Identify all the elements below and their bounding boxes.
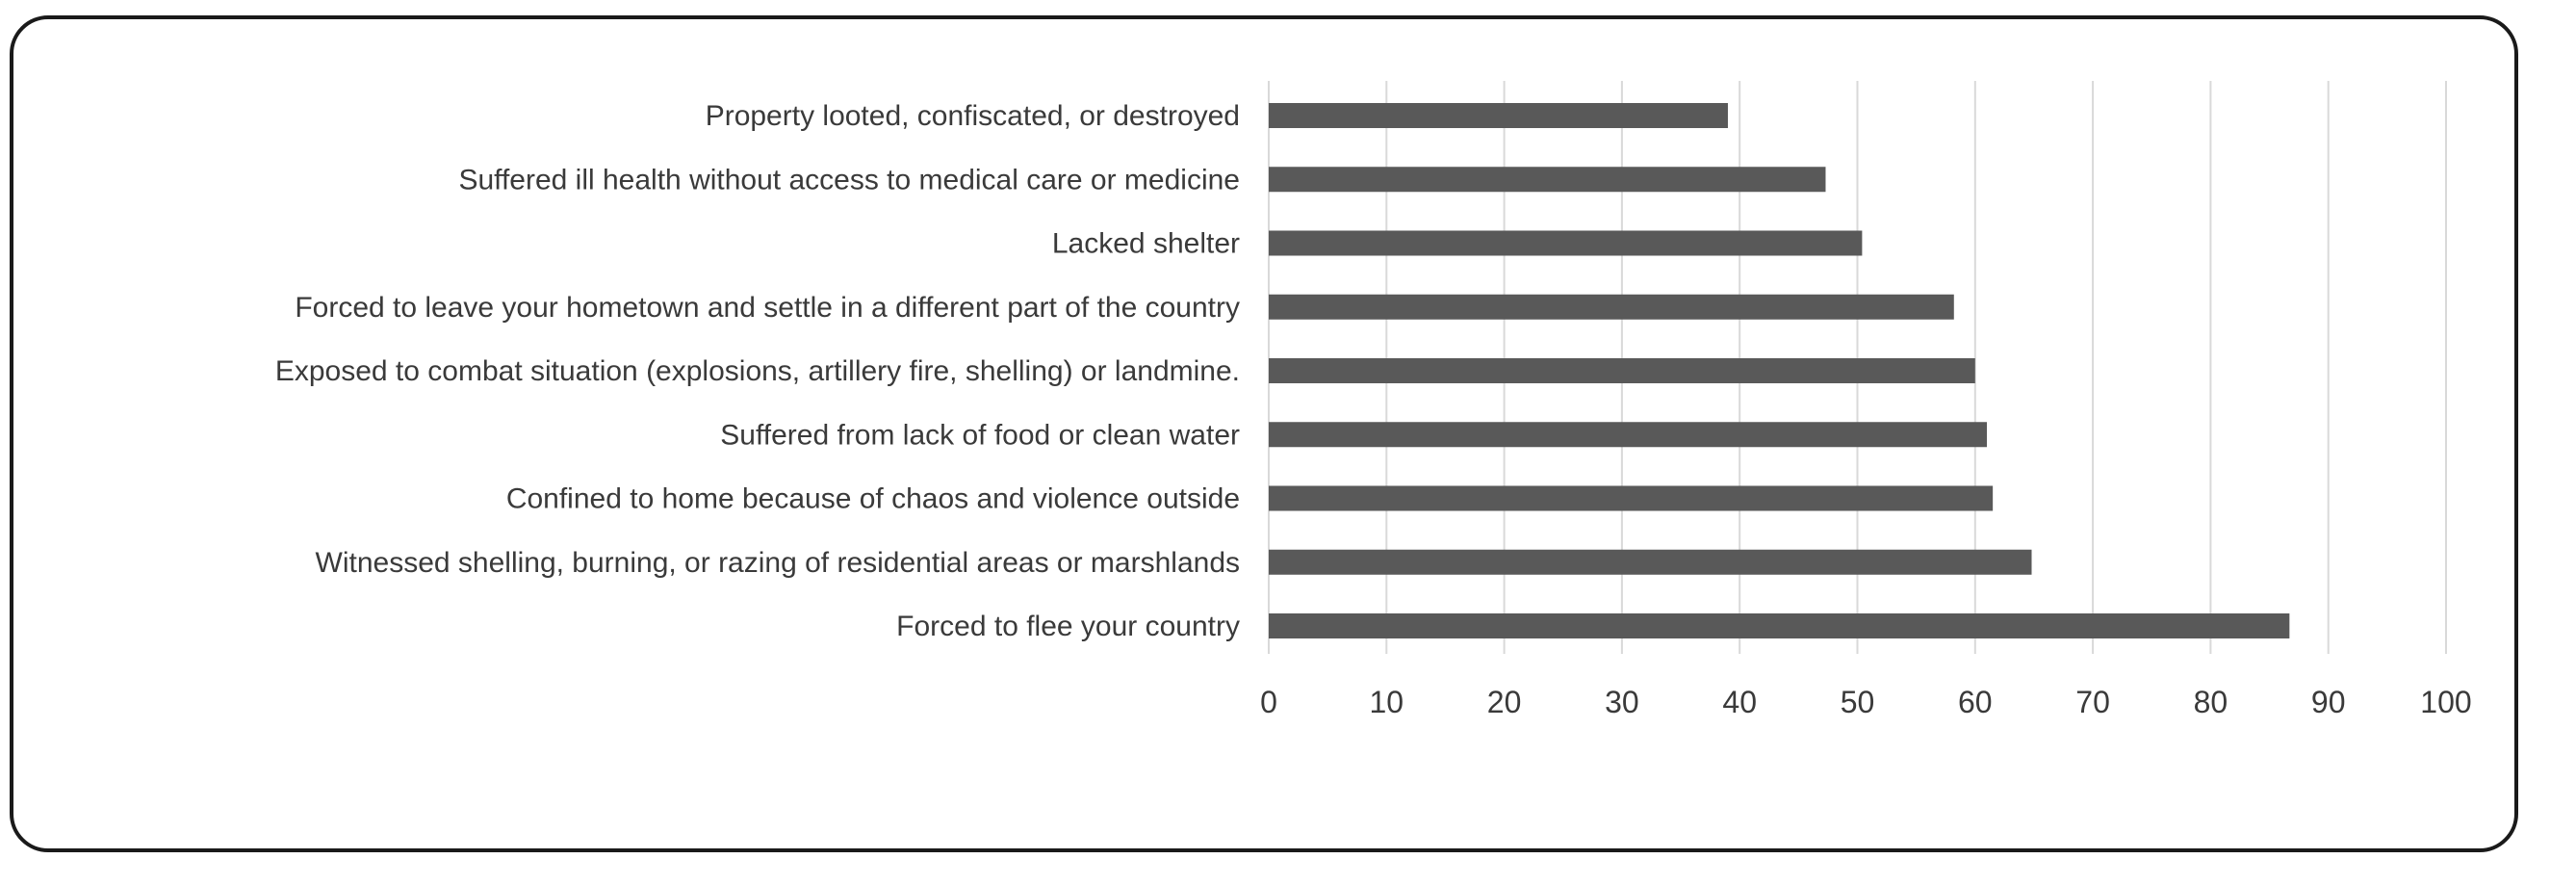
x-tick-label: 30: [1605, 685, 1639, 719]
bar: [1269, 613, 2290, 638]
x-tick-label: 0: [1260, 685, 1277, 719]
category-label: Witnessed shelling, burning, or razing o…: [316, 547, 1240, 579]
category-label: Exposed to combat situation (explosions,…: [275, 355, 1240, 387]
category-labels: Property looted, confiscated, or destroy…: [275, 100, 1240, 642]
category-label: Forced to leave your hometown and settle…: [295, 292, 1240, 324]
x-tick-label: 20: [1487, 685, 1522, 719]
bar: [1269, 167, 1826, 193]
bar: [1269, 103, 1728, 128]
category-label: Forced to flee your country: [896, 611, 1240, 642]
x-tick-label: 70: [2075, 685, 2110, 719]
category-label: Lacked shelter: [1052, 228, 1240, 260]
bar: [1269, 358, 1975, 383]
x-tick-label: 90: [2311, 685, 2346, 719]
x-tick-label: 10: [1370, 685, 1404, 719]
bar: [1269, 230, 1863, 256]
bar: [1269, 294, 1954, 320]
chart-frame: [10, 15, 2518, 852]
x-tick-label: 40: [1722, 685, 1757, 719]
category-label: Confined to home because of chaos and vi…: [506, 483, 1240, 515]
x-tick-label: 100: [2420, 685, 2471, 719]
x-axis-tick-labels: 0 10 20 30 40 50 60 70 80 90 100: [1260, 685, 2472, 719]
x-tick-label: 80: [2194, 685, 2228, 719]
x-tick-label: 50: [1841, 685, 1875, 719]
category-label: Suffered from lack of food or clean wate…: [720, 419, 1240, 451]
bar: [1269, 422, 1988, 448]
bar: [1269, 485, 1994, 511]
bar: [1269, 549, 2032, 575]
category-label: Property looted, confiscated, or destroy…: [706, 100, 1240, 132]
x-tick-label: 60: [1958, 685, 1993, 719]
category-label: Suffered ill health without access to me…: [458, 164, 1240, 195]
bars: [1269, 103, 2290, 638]
